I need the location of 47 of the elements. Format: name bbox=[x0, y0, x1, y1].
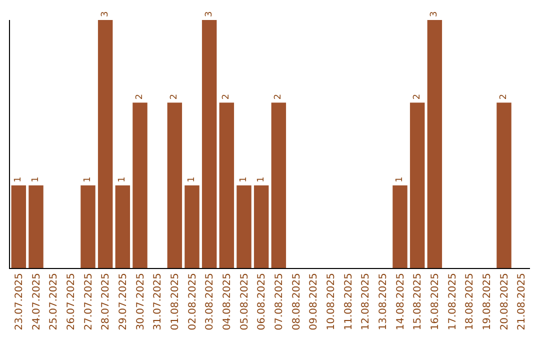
data-label: 2 bbox=[274, 94, 284, 100]
data-label: 1 bbox=[395, 176, 405, 182]
data-label: 2 bbox=[499, 94, 509, 100]
x-tick-label: 05.08.2025 bbox=[239, 273, 250, 330]
x-tick-label: 07.08.2025 bbox=[274, 273, 285, 330]
x-tick-label: 29.07.2025 bbox=[118, 273, 129, 330]
x-tick-label: 13.08.2025 bbox=[378, 273, 389, 330]
x-tick-label: 18.08.2025 bbox=[464, 273, 476, 330]
data-label: 1 bbox=[239, 176, 249, 182]
data-label: 2 bbox=[222, 94, 232, 100]
data-label: 1 bbox=[31, 176, 41, 182]
x-tick-label: 17.08.2025 bbox=[447, 273, 458, 330]
x-tick-label: 19.08.2025 bbox=[482, 273, 493, 330]
x-tick-label: 08.08.2025 bbox=[291, 273, 302, 330]
x-tick-label: 09.08.2025 bbox=[308, 273, 320, 330]
x-tick-label: 16.08.2025 bbox=[430, 273, 441, 330]
data-label: 1 bbox=[83, 176, 93, 182]
data-label: 1 bbox=[187, 176, 197, 182]
x-tick-label: 26.07.2025 bbox=[66, 273, 77, 330]
x-tick-label: 28.07.2025 bbox=[100, 273, 112, 330]
x-tick-label: 23.07.2025 bbox=[14, 273, 25, 330]
x-tick-label: 06.08.2025 bbox=[256, 273, 268, 330]
x-tick-label: 10.08.2025 bbox=[326, 273, 337, 330]
x-tick-label: 31.07.2025 bbox=[152, 273, 164, 330]
x-tick-label: 30.07.2025 bbox=[135, 273, 146, 330]
x-tick-label: 27.07.2025 bbox=[83, 273, 94, 330]
x-tick-label: 02.08.2025 bbox=[187, 273, 198, 330]
x-tick-label: 12.08.2025 bbox=[360, 273, 372, 330]
data-label: 3 bbox=[100, 11, 110, 17]
data-label: 2 bbox=[170, 94, 180, 100]
x-tick-label: 03.08.2025 bbox=[204, 273, 216, 330]
data-label: 2 bbox=[135, 94, 145, 100]
x-tick-label: 15.08.2025 bbox=[412, 273, 424, 330]
data-label: 3 bbox=[430, 11, 440, 17]
x-tick-label: 14.08.2025 bbox=[395, 273, 406, 330]
data-label: 1 bbox=[256, 176, 266, 182]
x-tick-label: 01.08.2025 bbox=[170, 273, 181, 330]
x-tick-label: 11.08.2025 bbox=[343, 273, 354, 330]
x-tick-label: 21.08.2025 bbox=[516, 273, 528, 330]
data-label: 1 bbox=[14, 176, 24, 182]
data-label: 2 bbox=[412, 94, 422, 100]
x-tick-label: 20.08.2025 bbox=[499, 273, 510, 330]
x-tick-label: 04.08.2025 bbox=[222, 273, 233, 330]
data-label: 3 bbox=[204, 11, 214, 17]
data-label: 1 bbox=[118, 176, 128, 182]
x-tick-label: 24.07.2025 bbox=[31, 273, 42, 330]
x-tick-label: 25.07.2025 bbox=[48, 273, 60, 330]
